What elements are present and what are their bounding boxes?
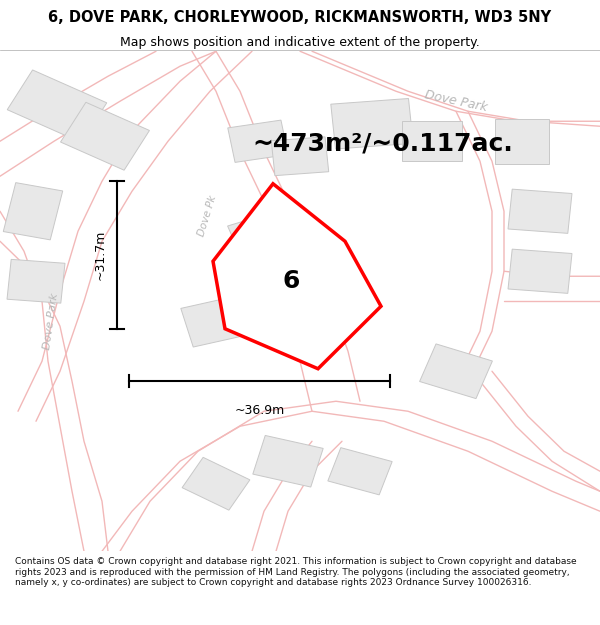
Polygon shape bbox=[495, 119, 549, 164]
Polygon shape bbox=[3, 182, 63, 240]
Text: Map shows position and indicative extent of the property.: Map shows position and indicative extent… bbox=[120, 36, 480, 49]
Polygon shape bbox=[61, 102, 149, 170]
Text: Dove Park: Dove Park bbox=[424, 88, 488, 114]
Text: Contains OS data © Crown copyright and database right 2021. This information is : Contains OS data © Crown copyright and d… bbox=[15, 557, 577, 587]
Polygon shape bbox=[331, 99, 413, 149]
Polygon shape bbox=[508, 249, 572, 293]
Polygon shape bbox=[271, 137, 329, 176]
Text: Dove Park: Dove Park bbox=[42, 292, 60, 350]
Polygon shape bbox=[181, 296, 251, 347]
Polygon shape bbox=[328, 448, 392, 495]
Polygon shape bbox=[7, 70, 107, 142]
Text: ~36.9m: ~36.9m bbox=[235, 404, 284, 417]
Text: ~473m²/~0.117ac.: ~473m²/~0.117ac. bbox=[252, 132, 513, 156]
Polygon shape bbox=[402, 121, 462, 161]
Polygon shape bbox=[7, 259, 65, 303]
Text: Dove Pk: Dove Pk bbox=[196, 194, 218, 238]
Polygon shape bbox=[253, 436, 323, 487]
Polygon shape bbox=[227, 209, 301, 264]
Polygon shape bbox=[508, 189, 572, 233]
Text: ~31.7m: ~31.7m bbox=[93, 230, 106, 280]
Text: 6, DOVE PARK, CHORLEYWOOD, RICKMANSWORTH, WD3 5NY: 6, DOVE PARK, CHORLEYWOOD, RICKMANSWORTH… bbox=[49, 10, 551, 25]
Polygon shape bbox=[182, 458, 250, 510]
Polygon shape bbox=[419, 344, 493, 399]
Text: 6: 6 bbox=[283, 269, 299, 293]
Polygon shape bbox=[228, 120, 288, 162]
Polygon shape bbox=[213, 184, 381, 369]
